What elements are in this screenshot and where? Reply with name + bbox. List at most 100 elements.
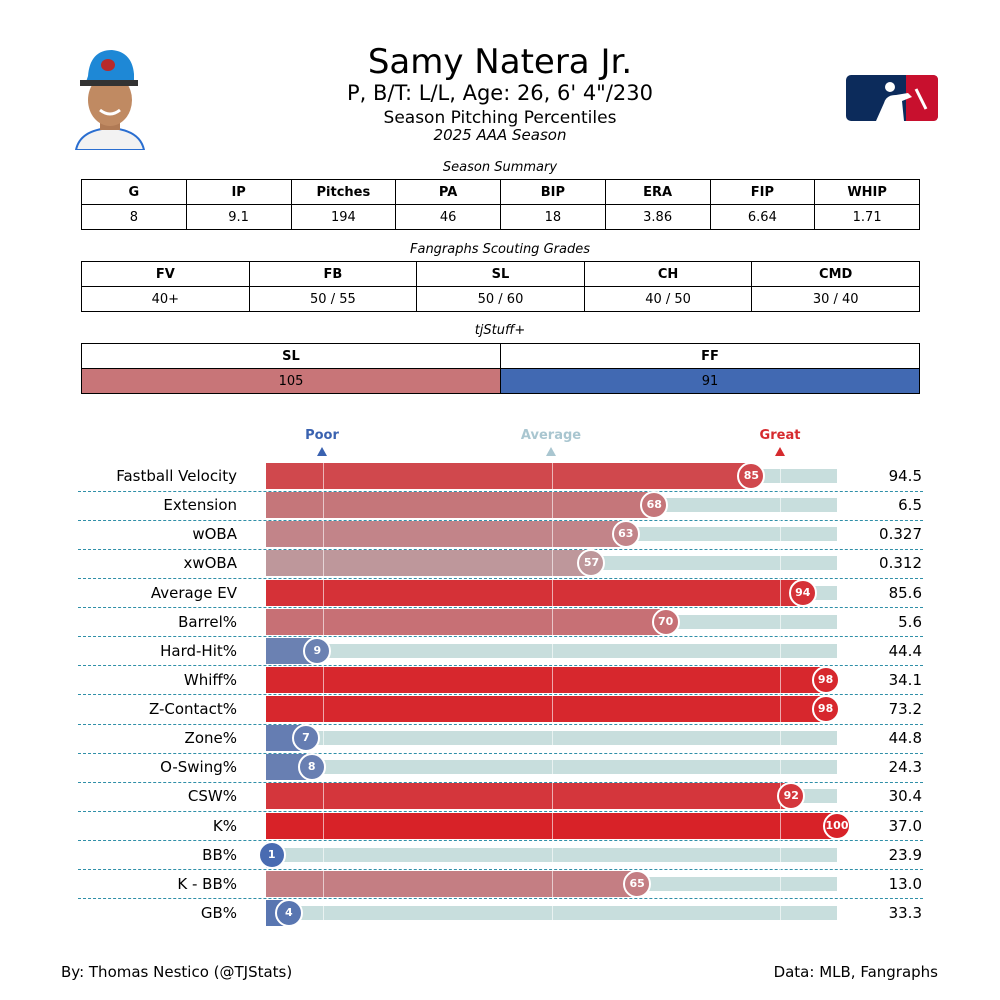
row-separator bbox=[78, 607, 923, 609]
legend-average-marker bbox=[546, 447, 556, 456]
metric-value: 94.5 bbox=[888, 467, 922, 485]
metric-label: BB% bbox=[202, 845, 237, 864]
row-separator bbox=[78, 869, 923, 871]
percentile-badge: 57 bbox=[577, 549, 606, 578]
metric-value: 44.4 bbox=[888, 641, 922, 660]
metric-value: 0.312 bbox=[879, 554, 922, 573]
percentile-badge: 70 bbox=[651, 607, 680, 636]
summary-value-ip: 9.1 bbox=[185, 204, 292, 230]
footer-source: Data: MLB, Fangraphs bbox=[773, 963, 938, 981]
grade-header-sl: SL bbox=[416, 261, 585, 287]
season-label: 2025 AAA Season bbox=[433, 126, 567, 144]
metric-value: 33.3 bbox=[888, 903, 922, 922]
percentile-badge: 68 bbox=[640, 491, 669, 520]
metric-value: 5.6 bbox=[898, 612, 922, 631]
tjstuff-title: tjStuff+ bbox=[474, 323, 526, 338]
grade-header-fb: FB bbox=[248, 261, 418, 287]
percentile-badge: 100 bbox=[823, 811, 851, 840]
metric-label: Extension bbox=[163, 496, 237, 515]
percentile-badge: 7 bbox=[291, 724, 320, 753]
metric-label: Z-Contact% bbox=[148, 700, 237, 719]
tjstuff-header-sl: SL bbox=[81, 343, 501, 369]
legend-average-label: Average bbox=[520, 428, 582, 443]
grade-header-fv: FV bbox=[81, 261, 250, 287]
tjstuff-header-ff: FF bbox=[500, 343, 920, 369]
metric-value: 23.9 bbox=[888, 845, 922, 864]
scouting-grades-title: Fangraphs Scouting Grades bbox=[410, 242, 590, 257]
summary-value-bip: 18 bbox=[500, 204, 606, 230]
percentile-bar bbox=[266, 608, 666, 635]
summary-value-whip: 1.71 bbox=[814, 204, 920, 230]
metric-label: O-Swing% bbox=[160, 758, 237, 777]
percentile-badge: 98 bbox=[811, 695, 840, 724]
row-separator bbox=[78, 723, 923, 725]
reference-line bbox=[323, 462, 325, 926]
metric-value: 6.5 bbox=[898, 496, 922, 515]
metric-label: GB% bbox=[200, 903, 237, 922]
row-separator bbox=[78, 840, 923, 842]
row-separator bbox=[78, 548, 923, 550]
metric-label: Whiff% bbox=[183, 670, 237, 689]
metric-label: K% bbox=[212, 816, 237, 835]
scouting-grades-table: FV FB SL CH CMD 40+ 50 / 55 50 / 60 40 /… bbox=[81, 261, 920, 312]
season-summary-table: G IP Pitches PA BIP ERA FIP WHIP 8 9.1 1… bbox=[81, 179, 920, 230]
percentile-bar bbox=[266, 492, 655, 519]
row-separator bbox=[78, 694, 923, 696]
summary-header-pitches: Pitches bbox=[290, 179, 397, 205]
percentile-badge: 65 bbox=[623, 869, 652, 898]
row-separator bbox=[78, 636, 923, 638]
percentile-badge: 63 bbox=[611, 520, 640, 549]
grade-header-cmd: CMD bbox=[751, 261, 920, 287]
percentile-bar bbox=[266, 579, 803, 606]
row-separator bbox=[78, 577, 923, 579]
row-separator bbox=[78, 810, 923, 812]
player-headshot bbox=[72, 48, 148, 151]
season-summary-title: Season Summary bbox=[442, 160, 558, 175]
metric-value: 85.6 bbox=[888, 583, 922, 602]
page-subtitle: Season Pitching Percentiles bbox=[383, 108, 617, 128]
reference-line bbox=[779, 462, 781, 926]
summary-header-fip: FIP bbox=[709, 179, 816, 205]
row-separator bbox=[78, 781, 923, 783]
percentile-bar bbox=[266, 550, 592, 577]
metric-value: 13.0 bbox=[888, 874, 922, 893]
summary-value-pa: 46 bbox=[395, 204, 501, 230]
row-separator bbox=[78, 665, 923, 667]
tjstuff-value-sl: 105 bbox=[81, 368, 501, 394]
percentile-bar bbox=[266, 870, 638, 897]
grade-value-fv: 40+ bbox=[81, 286, 250, 312]
legend-great-label: Great bbox=[759, 428, 801, 443]
legend-poor-label: Poor bbox=[305, 428, 339, 443]
metric-value: 73.2 bbox=[888, 700, 922, 719]
metric-label: CSW% bbox=[187, 787, 237, 806]
summary-value-g: 8 bbox=[81, 204, 187, 230]
percentile-bar bbox=[266, 521, 626, 548]
tjstuff-value-ff: 91 bbox=[500, 368, 920, 394]
summary-value-fip: 6.64 bbox=[709, 204, 816, 230]
percentile-badge: 85 bbox=[737, 462, 766, 490]
summary-value-pitches: 194 bbox=[290, 204, 397, 230]
metric-value: 24.3 bbox=[888, 758, 922, 777]
metric-label: Fastball Velocity bbox=[116, 467, 237, 485]
percentile-badge: 98 bbox=[811, 665, 840, 694]
percentile-badge: 4 bbox=[274, 898, 303, 927]
summary-header-era: ERA bbox=[604, 179, 711, 205]
reference-line bbox=[551, 462, 553, 926]
percentile-badge: 1 bbox=[257, 840, 286, 869]
percentile-bar bbox=[266, 783, 792, 810]
legend-poor-marker bbox=[317, 447, 327, 456]
metric-value: 34.1 bbox=[888, 670, 922, 689]
mlb-logo bbox=[846, 75, 938, 121]
grade-header-ch: CH bbox=[583, 261, 753, 287]
player-info: P, B/T: L/L, Age: 26, 6' 4"/230 bbox=[346, 81, 654, 105]
summary-header-pa: PA bbox=[395, 179, 501, 205]
grade-value-fb: 50 / 55 bbox=[248, 286, 418, 312]
metric-value: 30.4 bbox=[888, 787, 922, 806]
percentile-badge: 8 bbox=[297, 753, 326, 782]
metric-label: Hard-Hit% bbox=[160, 641, 237, 660]
summary-header-g: G bbox=[81, 179, 187, 205]
metric-label: xwOBA bbox=[183, 554, 237, 573]
row-separator bbox=[78, 490, 923, 492]
percentile-bar bbox=[266, 696, 826, 723]
grade-value-cmd: 30 / 40 bbox=[751, 286, 920, 312]
